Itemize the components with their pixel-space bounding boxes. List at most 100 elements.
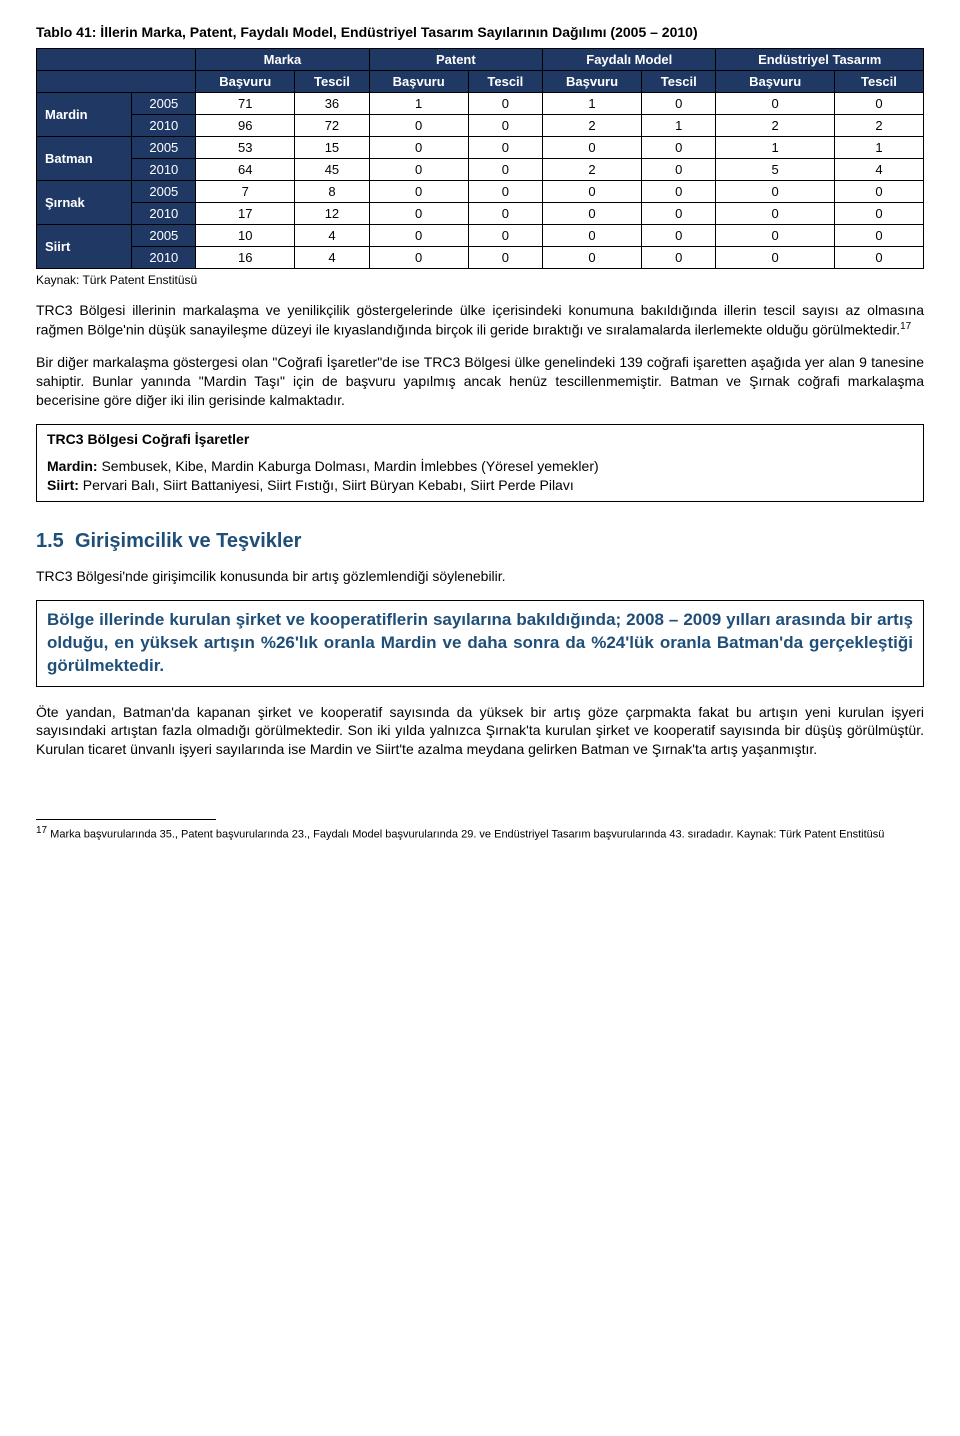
province-cell: Şırnak xyxy=(37,181,132,225)
year-cell: 2005 xyxy=(132,137,196,159)
box-line-mardin: Mardin: Sembusek, Kibe, Mardin Kaburga D… xyxy=(47,457,913,476)
year-cell: 2005 xyxy=(132,181,196,203)
footnote-separator xyxy=(36,819,216,820)
paragraph-4: Öte yandan, Batman'da kapanan şirket ve … xyxy=(36,703,924,760)
value-cell: 2 xyxy=(543,159,642,181)
paragraph-3: TRC3 Bölgesi'nde girişimcilik konusunda … xyxy=(36,567,924,586)
value-cell: 0 xyxy=(369,203,468,225)
value-cell: 8 xyxy=(295,181,369,203)
value-cell: 45 xyxy=(295,159,369,181)
value-cell: 1 xyxy=(543,93,642,115)
value-cell: 0 xyxy=(468,137,542,159)
value-cell: 0 xyxy=(642,93,716,115)
value-cell: 0 xyxy=(468,181,542,203)
value-cell: 64 xyxy=(196,159,295,181)
value-cell: 0 xyxy=(834,225,923,247)
table-row: 20101712000000 xyxy=(37,203,924,225)
value-cell: 0 xyxy=(834,93,923,115)
paragraph-1-text: TRC3 Bölgesi illerinin markalaşma ve yen… xyxy=(36,302,924,338)
table-row: 20109672002122 xyxy=(37,115,924,137)
value-cell: 0 xyxy=(369,225,468,247)
value-cell: 0 xyxy=(369,247,468,269)
group-header: Endüstriyel Tasarım xyxy=(716,49,924,71)
value-cell: 0 xyxy=(468,115,542,137)
section-heading: 1.5 Girişimcilik ve Teşvikler xyxy=(36,530,924,553)
value-cell: 0 xyxy=(834,203,923,225)
value-cell: 0 xyxy=(468,159,542,181)
value-cell: 15 xyxy=(295,137,369,159)
table-source: Kaynak: Türk Patent Enstitüsü xyxy=(36,273,924,287)
value-cell: 0 xyxy=(834,181,923,203)
box-line-label: Mardin: xyxy=(47,458,98,474)
section-number: 1.5 xyxy=(36,530,64,552)
value-cell: 0 xyxy=(716,93,834,115)
footnote: 17 Marka başvurularında 35., Patent başv… xyxy=(36,824,924,842)
table-row: Şırnak200578000000 xyxy=(37,181,924,203)
box-line-text: Pervari Balı, Siirt Battaniyesi, Siirt F… xyxy=(79,477,574,493)
year-cell: 2005 xyxy=(132,225,196,247)
geo-indicators-box: TRC3 Bölgesi Coğrafi İşaretler Mardin: S… xyxy=(36,424,924,502)
value-cell: 0 xyxy=(834,247,923,269)
value-cell: 5 xyxy=(716,159,834,181)
group-header: Faydalı Model xyxy=(543,49,716,71)
value-cell: 0 xyxy=(642,181,716,203)
value-cell: 0 xyxy=(642,247,716,269)
sub-header: Başvuru xyxy=(196,71,295,93)
paragraph-2: Bir diğer markalaşma göstergesi olan "Co… xyxy=(36,353,924,410)
value-cell: 96 xyxy=(196,115,295,137)
table-row: Siirt2005104000000 xyxy=(37,225,924,247)
value-cell: 2 xyxy=(543,115,642,137)
value-cell: 0 xyxy=(716,181,834,203)
value-cell: 0 xyxy=(642,159,716,181)
year-cell: 2005 xyxy=(132,93,196,115)
province-cell: Batman xyxy=(37,137,132,181)
value-cell: 36 xyxy=(295,93,369,115)
value-cell: 0 xyxy=(642,203,716,225)
value-cell: 0 xyxy=(543,203,642,225)
section-title: Girişimcilik ve Teşvikler xyxy=(75,530,301,552)
highlight-text: Bölge illerinde kurulan şirket ve kooper… xyxy=(47,609,913,678)
highlight-box: Bölge illerinde kurulan şirket ve kooper… xyxy=(36,600,924,687)
value-cell: 0 xyxy=(369,181,468,203)
table-group-header-row: Marka Patent Faydalı Model Endüstriyel T… xyxy=(37,49,924,71)
table-corner-cell xyxy=(37,71,196,93)
value-cell: 1 xyxy=(716,137,834,159)
table-corner-cell xyxy=(37,49,196,71)
value-cell: 7 xyxy=(196,181,295,203)
sub-header: Tescil xyxy=(642,71,716,93)
footnote-number: 17 xyxy=(36,825,47,836)
value-cell: 0 xyxy=(543,181,642,203)
value-cell: 0 xyxy=(716,225,834,247)
value-cell: 2 xyxy=(834,115,923,137)
sub-header: Tescil xyxy=(834,71,923,93)
year-cell: 2010 xyxy=(132,203,196,225)
value-cell: 0 xyxy=(543,247,642,269)
value-cell: 0 xyxy=(468,225,542,247)
value-cell: 53 xyxy=(196,137,295,159)
value-cell: 4 xyxy=(295,247,369,269)
value-cell: 0 xyxy=(468,203,542,225)
box-line-label: Siirt: xyxy=(47,477,79,493)
table-title: Tablo 41: İllerin Marka, Patent, Faydalı… xyxy=(36,24,924,40)
value-cell: 0 xyxy=(468,93,542,115)
paragraph-1: TRC3 Bölgesi illerinin markalaşma ve yen… xyxy=(36,301,924,339)
group-header: Patent xyxy=(369,49,542,71)
value-cell: 0 xyxy=(369,137,468,159)
box-title: TRC3 Bölgesi Coğrafi İşaretler xyxy=(47,431,913,447)
value-cell: 0 xyxy=(543,137,642,159)
sub-header: Başvuru xyxy=(716,71,834,93)
value-cell: 72 xyxy=(295,115,369,137)
table-row: 20106445002054 xyxy=(37,159,924,181)
province-data-table: Marka Patent Faydalı Model Endüstriyel T… xyxy=(36,48,924,269)
table-row: Batman20055315000011 xyxy=(37,137,924,159)
value-cell: 2 xyxy=(716,115,834,137)
sub-header: Tescil xyxy=(295,71,369,93)
value-cell: 0 xyxy=(468,247,542,269)
value-cell: 10 xyxy=(196,225,295,247)
year-cell: 2010 xyxy=(132,115,196,137)
value-cell: 17 xyxy=(196,203,295,225)
sub-header: Başvuru xyxy=(369,71,468,93)
value-cell: 1 xyxy=(642,115,716,137)
table-row: 2010164000000 xyxy=(37,247,924,269)
value-cell: 0 xyxy=(543,225,642,247)
